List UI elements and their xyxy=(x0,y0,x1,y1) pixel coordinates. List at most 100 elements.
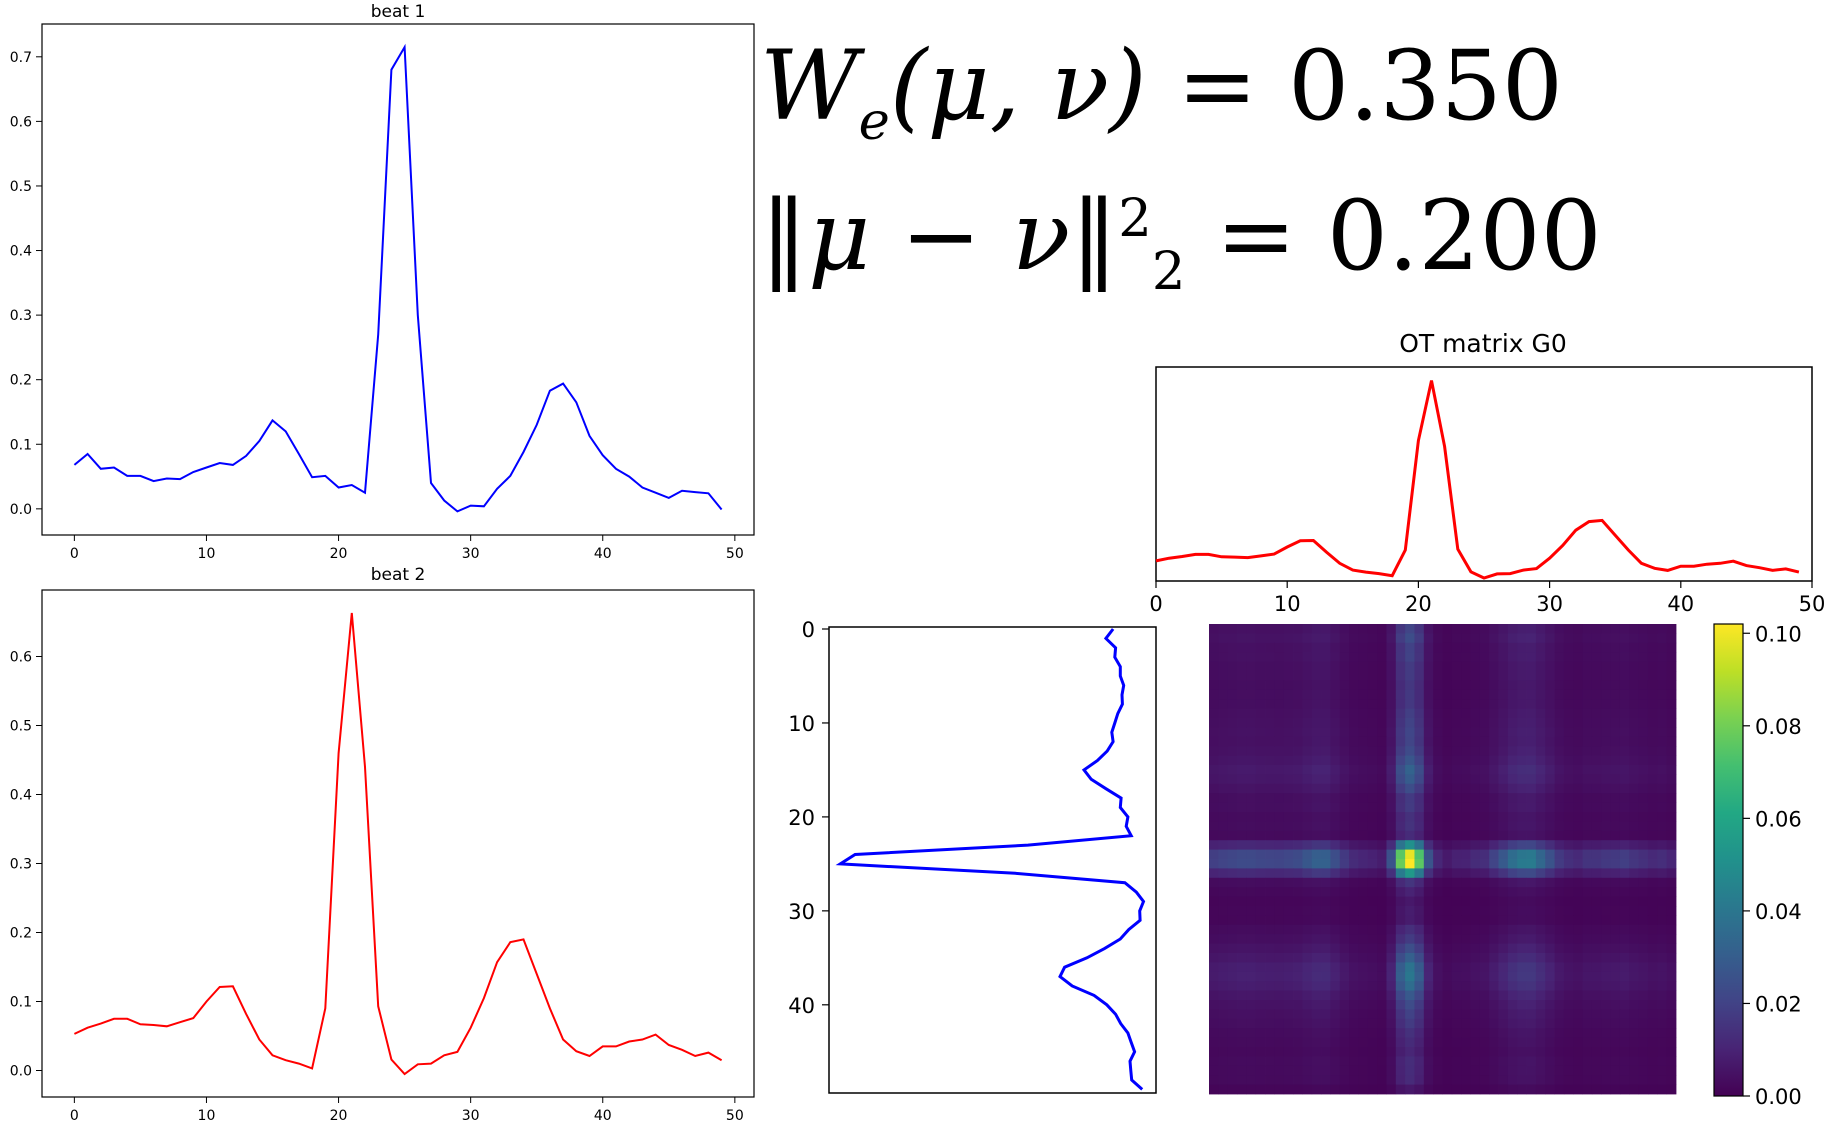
heatmap-cell xyxy=(1461,859,1471,869)
heatmap-cell xyxy=(1321,1084,1331,1095)
heatmap-cell xyxy=(1349,765,1359,775)
heatmap-cell xyxy=(1227,661,1238,672)
heatmap-cell xyxy=(1591,1047,1602,1057)
heatmap-cell xyxy=(1638,708,1649,719)
heatmap-cell xyxy=(1554,840,1565,850)
heatmap-cell xyxy=(1470,708,1481,719)
heatmap-cell xyxy=(1367,830,1378,841)
heatmap-cell xyxy=(1349,793,1359,803)
heatmap-cell xyxy=(1591,783,1602,794)
heatmap-cell xyxy=(1582,1009,1593,1020)
heatmap-cell xyxy=(1601,680,1612,691)
heatmap-cell xyxy=(1255,1047,1266,1057)
heatmap-cell xyxy=(1461,840,1471,850)
heatmap-cell xyxy=(1573,906,1583,916)
heatmap-cell xyxy=(1563,793,1574,803)
heatmap-cell xyxy=(1414,1075,1425,1085)
heatmap-cell xyxy=(1657,915,1668,926)
heatmap-cell xyxy=(1283,896,1294,907)
heatmap-cell xyxy=(1451,624,1462,634)
heatmap-cell xyxy=(1209,896,1219,907)
heatmap-cell xyxy=(1657,943,1668,954)
heatmap-cell xyxy=(1517,934,1527,944)
heatmap-cell xyxy=(1517,624,1527,634)
heatmap-cell xyxy=(1265,934,1275,944)
heatmap-cell xyxy=(1535,1009,1546,1020)
heatmap-cell xyxy=(1255,877,1266,888)
heatmap-cell xyxy=(1293,652,1303,662)
heatmap-cell xyxy=(1377,906,1387,916)
heatmap-cell xyxy=(1573,934,1583,944)
heatmap-cell xyxy=(1237,718,1247,728)
heatmap-cell xyxy=(1255,887,1266,897)
heatmap-cell xyxy=(1498,633,1509,644)
heatmap-cell xyxy=(1367,633,1378,644)
heatmap-cell xyxy=(1246,971,1257,982)
heatmap-cell xyxy=(1302,924,1313,935)
heatmap-cell xyxy=(1461,821,1471,832)
heatmap-cell xyxy=(1255,689,1266,700)
heatmap-cell xyxy=(1358,783,1369,794)
heatmap-cell xyxy=(1311,877,1322,888)
heatmap-cell xyxy=(1517,671,1527,681)
heatmap-cell xyxy=(1619,642,1630,653)
beat1-xtick-label: 50 xyxy=(726,546,744,562)
heatmap-cell xyxy=(1209,1056,1219,1067)
heatmap-cell xyxy=(1619,661,1630,672)
heatmap-cell xyxy=(1358,1000,1369,1010)
heatmap-cell xyxy=(1591,962,1602,973)
heatmap-cell xyxy=(1545,755,1555,766)
heatmap-cell xyxy=(1610,746,1621,756)
heatmap-cell xyxy=(1461,1028,1471,1038)
heatmap-cell xyxy=(1610,953,1621,963)
heatmap-cell xyxy=(1554,633,1565,644)
heatmap-cell xyxy=(1218,962,1229,973)
heatmap-cell xyxy=(1629,934,1640,944)
heatmap-cell xyxy=(1227,727,1238,738)
heatmap-cell xyxy=(1274,727,1285,738)
heatmap-cell xyxy=(1237,765,1247,775)
heatmap-cell xyxy=(1470,1018,1481,1029)
heatmap-cell xyxy=(1330,1056,1341,1067)
heatmap-cell xyxy=(1433,642,1443,653)
heatmap-cell xyxy=(1377,1037,1387,1048)
heatmap-cell xyxy=(1666,1009,1677,1020)
heatmap-cell xyxy=(1339,680,1350,691)
heatmap-cell xyxy=(1582,633,1593,644)
heatmap-cell xyxy=(1498,624,1509,634)
heatmap-cell xyxy=(1610,821,1621,832)
heatmap-cell xyxy=(1349,1075,1359,1085)
heatmap-cell xyxy=(1554,943,1565,954)
heatmap-cell xyxy=(1311,990,1322,1001)
heatmap-cell xyxy=(1227,624,1238,634)
heatmap-cell xyxy=(1274,661,1285,672)
heatmap-cell xyxy=(1339,953,1350,963)
heatmap-cell xyxy=(1535,1037,1546,1048)
heatmap-cell xyxy=(1274,859,1285,869)
heatmap-cell xyxy=(1657,1056,1668,1067)
heatmap-cell xyxy=(1349,953,1359,963)
heatmap-cell xyxy=(1535,962,1546,973)
heatmap-cell xyxy=(1470,1084,1481,1095)
heatmap-cell xyxy=(1489,793,1499,803)
heatmap-cell xyxy=(1274,1000,1285,1010)
heatmap-cell xyxy=(1367,746,1378,756)
heatmap-cell xyxy=(1311,783,1322,794)
heatmap-cell xyxy=(1591,924,1602,935)
heatmap-cell xyxy=(1582,746,1593,756)
heatmap-cell xyxy=(1601,736,1612,747)
heatmap-cell xyxy=(1451,652,1462,662)
beat2-xtick-label: 50 xyxy=(726,1108,744,1124)
heatmap-cell xyxy=(1657,981,1668,991)
heatmap-cell xyxy=(1302,934,1313,944)
heatmap-cell xyxy=(1321,896,1331,907)
heatmap-cell xyxy=(1283,793,1294,803)
heatmap-cell xyxy=(1367,727,1378,738)
heatmap-cell xyxy=(1470,642,1481,653)
heatmap-cell xyxy=(1507,934,1518,944)
heatmap-cell xyxy=(1563,953,1574,963)
heatmap-cell xyxy=(1489,924,1499,935)
heatmap-cell xyxy=(1610,915,1621,926)
heatmap-cell xyxy=(1274,680,1285,691)
heatmap-cell xyxy=(1629,746,1640,756)
